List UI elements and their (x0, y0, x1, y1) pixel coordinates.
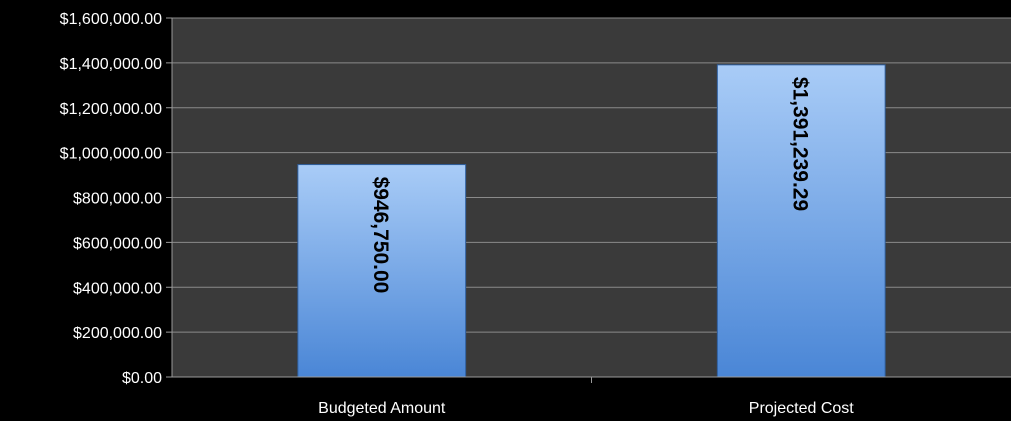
x-category-label: Budgeted Amount (318, 400, 446, 417)
y-tick-label: $600,000.00 (73, 235, 162, 252)
y-tick-label: $0.00 (122, 370, 162, 387)
x-category-label: Projected Cost (749, 400, 854, 417)
data-label: $946,750.00 (369, 177, 392, 294)
y-tick-label: $1,600,000.00 (60, 11, 162, 28)
y-tick-label: $400,000.00 (73, 280, 162, 297)
data-label: $1,391,239.29 (788, 77, 811, 211)
y-tick-label: $800,000.00 (73, 191, 162, 208)
y-tick-label: $1,400,000.00 (60, 56, 162, 73)
y-tick-label: $1,000,000.00 (60, 146, 162, 163)
bar-1 (297, 164, 467, 378)
y-tick-label: $200,000.00 (73, 325, 162, 342)
y-tick-label: $1,200,000.00 (60, 101, 162, 118)
bar-2 (716, 64, 886, 378)
